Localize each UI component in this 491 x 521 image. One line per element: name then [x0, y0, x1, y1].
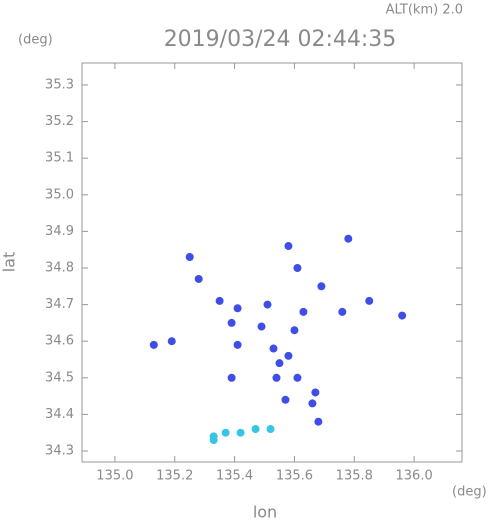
y-tick-label: 34.7 — [45, 297, 74, 312]
echo-point — [317, 282, 326, 291]
echo-point — [227, 373, 236, 382]
echo-point — [257, 322, 266, 331]
x-tick-label: 135.8 — [336, 469, 373, 484]
y-tick-label: 34.8 — [45, 260, 74, 275]
x-unit: (deg) — [452, 485, 487, 500]
y-tick-label: 34.9 — [45, 224, 74, 239]
echo-point — [149, 340, 158, 349]
echo-point — [236, 428, 245, 437]
echo-point — [167, 337, 176, 346]
echo-point — [233, 304, 242, 313]
y-unit: (deg) — [18, 33, 53, 48]
y-tick-label: 34.4 — [45, 407, 74, 422]
echo-point — [293, 373, 302, 382]
echo-point — [233, 340, 242, 349]
x-tick-label: 135.2 — [156, 469, 193, 484]
x-axis-label: lon — [253, 503, 277, 521]
echo-point — [275, 359, 284, 368]
echo-point — [185, 253, 194, 262]
plot-frame — [81, 62, 463, 463]
y-tick-label: 35.0 — [45, 187, 74, 202]
y-axis-label: lat — [0, 252, 19, 273]
echo-point — [314, 417, 323, 426]
echo-point — [290, 326, 299, 335]
altitude: ALT(km) 2.0 — [386, 3, 463, 18]
echo-point — [281, 395, 290, 404]
y-tick-label: 35.1 — [45, 151, 74, 166]
echo-point — [266, 425, 275, 434]
echo-point — [308, 399, 317, 408]
y-tick-label: 34.3 — [45, 444, 74, 459]
x-tick-label: 135.6 — [276, 469, 313, 484]
echo-point — [263, 300, 272, 309]
echo-point — [284, 242, 293, 251]
chart-title: 2019/03/24 02:44:35 — [164, 27, 397, 52]
x-tick-label: 135.0 — [96, 469, 133, 484]
echo-point — [398, 311, 407, 320]
y-tick-label: 34.6 — [45, 334, 74, 349]
echo-point — [284, 351, 293, 360]
y-tick-label: 34.5 — [45, 370, 74, 385]
echo-point — [365, 296, 374, 305]
echo-point — [215, 296, 224, 305]
echo-point — [227, 318, 236, 327]
echo-point — [272, 373, 281, 382]
x-tick-label: 136.0 — [396, 469, 433, 484]
echo-point — [293, 263, 302, 272]
echo-point — [299, 307, 308, 316]
echo-point — [209, 432, 218, 441]
echo-point — [311, 388, 320, 397]
echo-point — [269, 344, 278, 353]
y-tick-label: 35.2 — [45, 114, 74, 129]
echo-point — [251, 425, 260, 434]
x-tick-label: 135.4 — [216, 469, 253, 484]
echo-point — [344, 234, 353, 243]
echo-point — [338, 307, 347, 316]
echo-point — [194, 274, 203, 283]
y-tick-label: 35.3 — [45, 77, 74, 92]
echo-point — [221, 428, 230, 437]
